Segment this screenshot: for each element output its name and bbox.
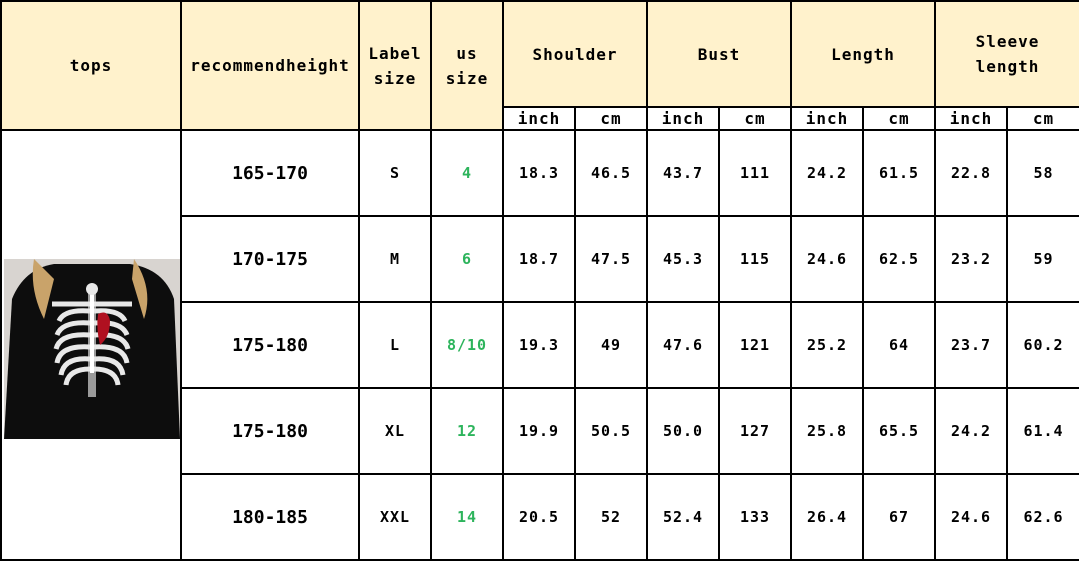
us-size-cell: 8/10 [430, 301, 504, 389]
unit-cm: cm [574, 106, 648, 131]
header-label-size: Label size [358, 0, 432, 131]
measurement-cell: 24.2 [934, 387, 1009, 475]
header-length: Length [789, 0, 937, 108]
measurement-cell: 47.6 [646, 301, 720, 389]
measurement-cell: 24.2 [790, 129, 864, 217]
measurement-cell: 24.6 [790, 215, 864, 303]
measurement-cell: 127 [718, 387, 792, 475]
table-row: 180-185 XXL 14 20.5 52 52.4 133 26.4 67 24.6 62.6 [1, 473, 1079, 561]
header-us-size: us size [430, 0, 504, 131]
table-row: 175-180 XL 12 19.9 50.5 50.0 127 25.8 65.5 24.2 61… [1, 387, 1079, 475]
measurement-cell: 64 [861, 301, 937, 389]
unit-cm: cm [1006, 106, 1079, 131]
label-size-cell: L [358, 301, 432, 389]
measurement-cell: 47.5 [574, 215, 648, 303]
recommend-height-cell: 180-185 [180, 473, 360, 561]
measurement-cell: 52.4 [646, 473, 720, 561]
measurement-cell: 50.0 [646, 387, 720, 475]
measurement-cell: 62.5 [861, 215, 937, 303]
table-row: 165-170 S 4 18.3 46.5 43.7 111 24.2 61.5 22.8 58 [0, 129, 1079, 561]
sleeve-line1: Sleeve [975, 32, 1040, 51]
unit-inch: inch [790, 106, 864, 131]
measurement-cell: 58 [1006, 129, 1079, 217]
measurement-cell: 19.3 [502, 301, 576, 389]
measurement-cell: 60.2 [1006, 301, 1079, 389]
measurement-cell: 46.5 [574, 129, 648, 217]
table-row: 175-180 L 8/10 19.3 49 47.6 121 25.2 64 23.7 60.2 [1, 301, 1079, 389]
header-tops: tops [0, 0, 182, 131]
measurement-cell: 26.4 [790, 473, 864, 561]
size-chart-table: tops recommendheight Label size us size Sh… [0, 0, 1079, 561]
label-size-line2: size [373, 68, 417, 88]
measurement-cell: 43.7 [646, 129, 720, 217]
measurement-cell: 24.6 [934, 473, 1009, 561]
measurement-cell: 20.5 [502, 473, 576, 561]
header-sleeve-length: Sleeve length [934, 0, 1079, 108]
us-size-cell: 4 [430, 129, 504, 217]
measurement-cell: 121 [718, 301, 792, 389]
measurement-cell: 19.9 [502, 387, 576, 475]
measurement-cell: 23.7 [934, 301, 1009, 389]
header-recommend-height: recommendheight [180, 0, 360, 131]
measurement-cell: 59 [1006, 215, 1079, 303]
us-size-cell: 12 [430, 387, 504, 475]
label-size-cell: XXL [358, 473, 432, 561]
measurement-cell: 61.4 [1006, 387, 1079, 475]
us-size-line2: size [445, 68, 489, 88]
unit-cm: cm [861, 106, 937, 131]
table-row: 170-175 M 6 18.7 47.5 45.3 115 24.6 62.5 23.2 59 [1, 215, 1079, 303]
measurement-cell: 67 [861, 473, 937, 561]
unit-cm: cm [718, 106, 792, 131]
measurement-cell: 133 [718, 473, 792, 561]
label-size-cell: S [358, 129, 432, 217]
measurement-cell: 45.3 [646, 215, 720, 303]
product-image [4, 259, 180, 439]
label-size-cell: XL [358, 387, 432, 475]
measurement-cell: 25.8 [790, 387, 864, 475]
us-size-cell: 6 [430, 215, 504, 303]
us-size-line1: us [456, 43, 478, 63]
measurement-cell: 18.7 [502, 215, 576, 303]
unit-inch: inch [934, 106, 1009, 131]
measurement-cell: 61.5 [861, 129, 937, 217]
recommend-height-cell: 165-170 [180, 129, 360, 217]
unit-inch: inch [646, 106, 720, 131]
measurement-cell: 62.6 [1006, 473, 1079, 561]
label-size-cell: M [358, 215, 432, 303]
measurement-cell: 50.5 [574, 387, 648, 475]
measurement-cell: 23.2 [934, 215, 1009, 303]
recommend-height-cell: 170-175 [180, 215, 360, 303]
measurement-cell: 49 [574, 301, 648, 389]
measurement-cell: 52 [574, 473, 648, 561]
us-size-cell: 14 [430, 473, 504, 561]
measurement-cell: 18.3 [502, 129, 576, 217]
header-shoulder: Shoulder [502, 0, 648, 108]
measurement-cell: 22.8 [934, 129, 1009, 217]
unit-inch: inch [502, 106, 576, 131]
label-size-line1: Label [368, 43, 422, 63]
measurement-cell: 111 [718, 129, 792, 217]
product-image-cell [0, 129, 182, 561]
header-bust: Bust [646, 0, 792, 108]
measurement-cell: 115 [718, 215, 792, 303]
measurement-cell: 25.2 [790, 301, 864, 389]
sleeve-line2: length [975, 57, 1040, 76]
measurement-cell: 65.5 [861, 387, 937, 475]
recommend-height-cell: 175-180 [180, 387, 360, 475]
recommend-height-cell: 175-180 [180, 301, 360, 389]
